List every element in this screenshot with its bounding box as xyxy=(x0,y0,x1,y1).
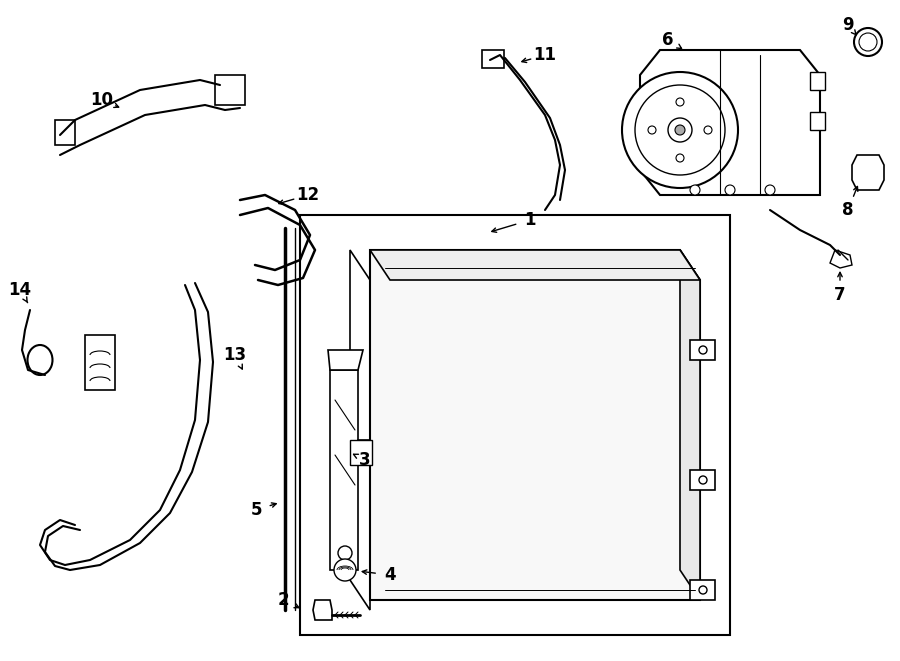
Polygon shape xyxy=(370,250,700,600)
Text: 12: 12 xyxy=(296,186,320,204)
Text: 3: 3 xyxy=(359,451,371,469)
Circle shape xyxy=(699,346,707,354)
Bar xyxy=(810,72,825,90)
Polygon shape xyxy=(830,250,852,268)
Polygon shape xyxy=(55,120,75,145)
Circle shape xyxy=(859,33,877,51)
Text: 7: 7 xyxy=(834,286,846,304)
Circle shape xyxy=(854,28,882,56)
Bar xyxy=(810,112,825,130)
Text: 8: 8 xyxy=(842,201,854,219)
Text: 6: 6 xyxy=(662,31,674,49)
Bar xyxy=(215,75,245,105)
Circle shape xyxy=(668,118,692,142)
Circle shape xyxy=(699,476,707,484)
Circle shape xyxy=(699,586,707,594)
Circle shape xyxy=(622,72,738,188)
Circle shape xyxy=(676,154,684,162)
Text: 1: 1 xyxy=(524,211,536,229)
Polygon shape xyxy=(313,600,332,620)
Circle shape xyxy=(704,126,712,134)
Circle shape xyxy=(648,126,656,134)
Bar xyxy=(690,580,715,600)
Bar xyxy=(300,215,730,635)
Circle shape xyxy=(690,185,700,195)
Bar xyxy=(350,440,372,465)
Text: 13: 13 xyxy=(223,346,247,364)
Text: 4: 4 xyxy=(384,566,396,584)
Text: 14: 14 xyxy=(8,281,32,299)
Text: 5: 5 xyxy=(250,501,262,519)
Text: 10: 10 xyxy=(91,91,113,109)
Polygon shape xyxy=(350,250,370,610)
Text: 9: 9 xyxy=(842,16,854,34)
Polygon shape xyxy=(640,50,820,195)
Bar xyxy=(690,470,715,490)
Circle shape xyxy=(334,559,356,581)
Polygon shape xyxy=(328,350,363,370)
Polygon shape xyxy=(680,250,700,600)
Bar xyxy=(690,340,715,360)
Bar xyxy=(85,335,115,390)
Text: 11: 11 xyxy=(534,46,556,64)
Circle shape xyxy=(765,185,775,195)
Bar xyxy=(330,370,358,570)
Polygon shape xyxy=(852,155,884,190)
Circle shape xyxy=(676,98,684,106)
Circle shape xyxy=(725,185,735,195)
Circle shape xyxy=(675,125,685,135)
Circle shape xyxy=(635,85,725,175)
Polygon shape xyxy=(370,250,700,280)
Bar xyxy=(482,50,504,68)
Text: 2: 2 xyxy=(277,591,289,609)
Circle shape xyxy=(338,546,352,560)
